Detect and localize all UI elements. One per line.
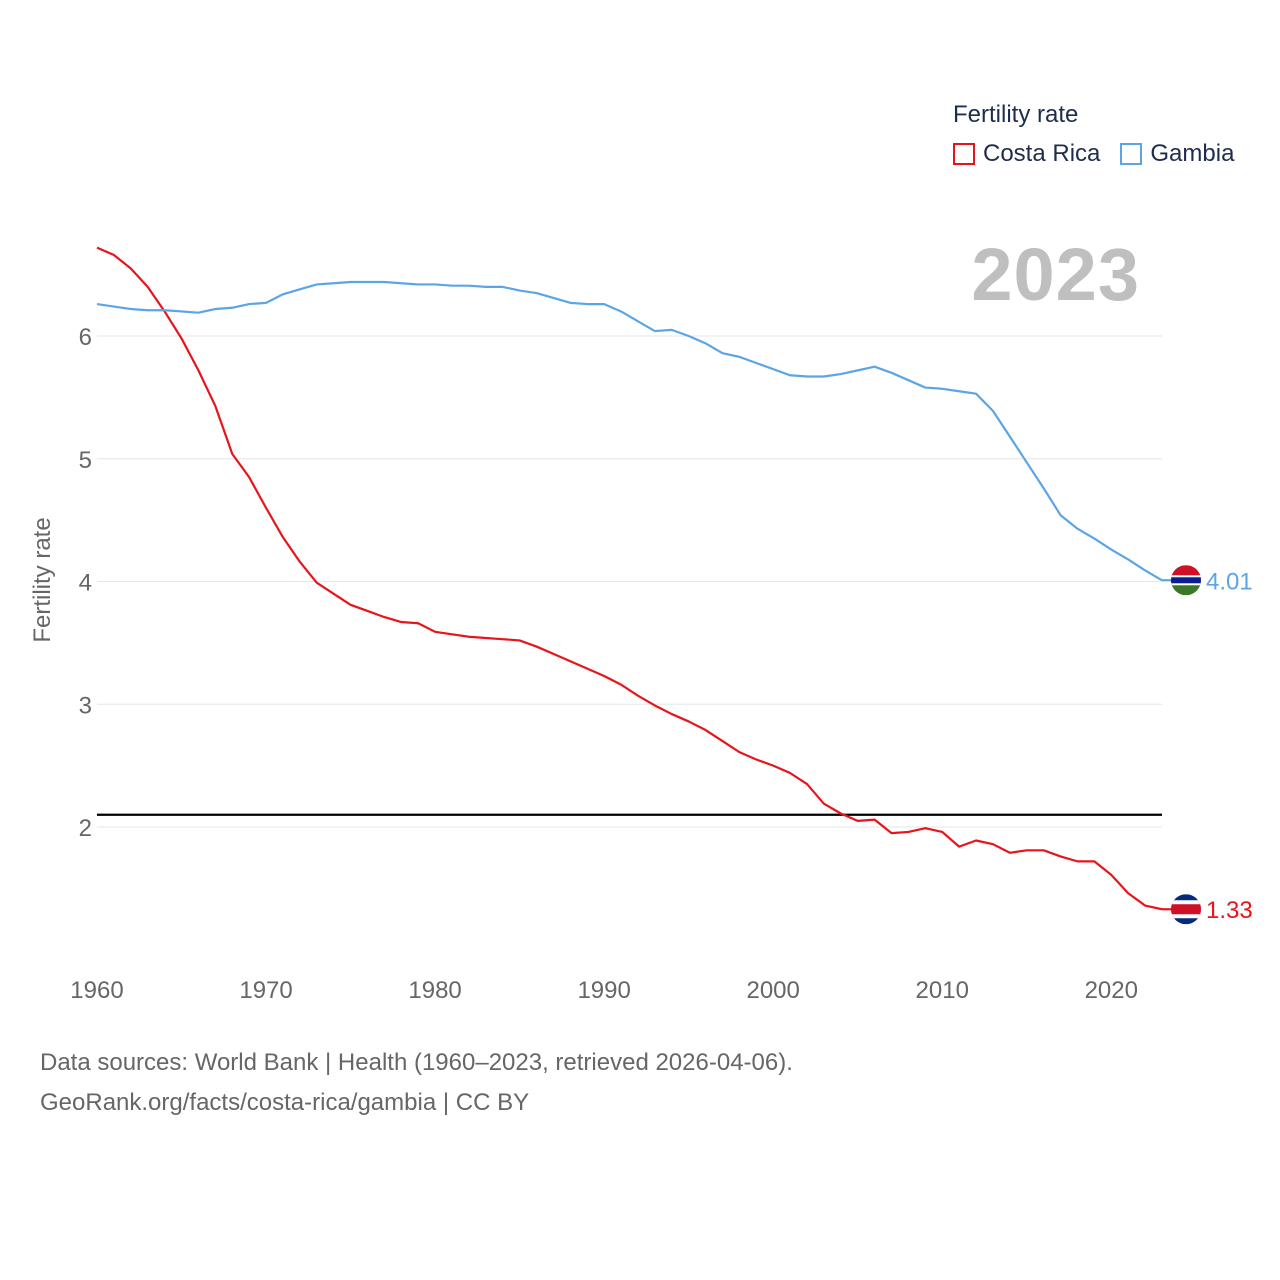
end-label-costa-rica: 1.33 [1206, 897, 1253, 924]
gridlines [97, 335, 1162, 828]
legend-items: Costa Rica Gambia [953, 140, 1254, 168]
legend: Fertility rate Costa Rica Gambia [953, 100, 1254, 168]
y-tick-label-2: 2 [79, 815, 92, 842]
x-tick-label-1960: 1960 [70, 977, 123, 1004]
source-line-2[interactable]: GeoRank.org/facts/costa-rica/gambia | CC… [40, 1089, 530, 1116]
x-tick-label-2000: 2000 [746, 977, 799, 1004]
x-tick-label-1990: 1990 [577, 977, 630, 1004]
flag-costa-rica-icon [1171, 894, 1201, 925]
series-line-costa-rica [96, 246, 1163, 911]
x-tick-label-2010: 2010 [916, 977, 969, 1004]
legend-item-costa-rica[interactable]: Costa Rica [953, 140, 1100, 168]
source-line-1: Data sources: World Bank | Health (1960–… [40, 1049, 793, 1076]
x-tick-label-2020: 2020 [1085, 977, 1138, 1004]
legend-label-gambia: Gambia [1150, 140, 1235, 167]
end-markers: 1.33 4.01 [1162, 565, 1253, 925]
legend-swatch-gambia [1120, 143, 1143, 165]
x-tick-label-1980: 1980 [408, 977, 461, 1004]
current-year-label: 2023 [971, 233, 1140, 316]
series-line-gambia [96, 280, 1163, 582]
legend-swatch-costa-rica [953, 143, 975, 165]
axes: 2 3 4 5 6 1960 1970 1980 1990 2000 2010 2020 [70, 324, 1138, 1004]
legend-item-gambia[interactable]: Gambia [1120, 140, 1234, 168]
x-tick-label-1970: 1970 [239, 977, 292, 1004]
flag-gambia-icon [1171, 565, 1201, 596]
y-tick-label-3: 3 [79, 692, 92, 719]
series-lines [96, 246, 1163, 911]
y-tick-label-6: 6 [79, 324, 92, 351]
source-note: Data sources: World Bank | Health (1960–… [40, 1043, 793, 1123]
y-axis-title: Fertility rate [29, 517, 56, 642]
y-tick-label-4: 4 [79, 570, 92, 597]
y-tick-label-5: 5 [79, 447, 92, 474]
legend-label-costa-rica: Costa Rica [983, 140, 1101, 167]
end-label-gambia: 4.01 [1206, 568, 1253, 595]
legend-title: Fertility rate [953, 101, 1079, 128]
